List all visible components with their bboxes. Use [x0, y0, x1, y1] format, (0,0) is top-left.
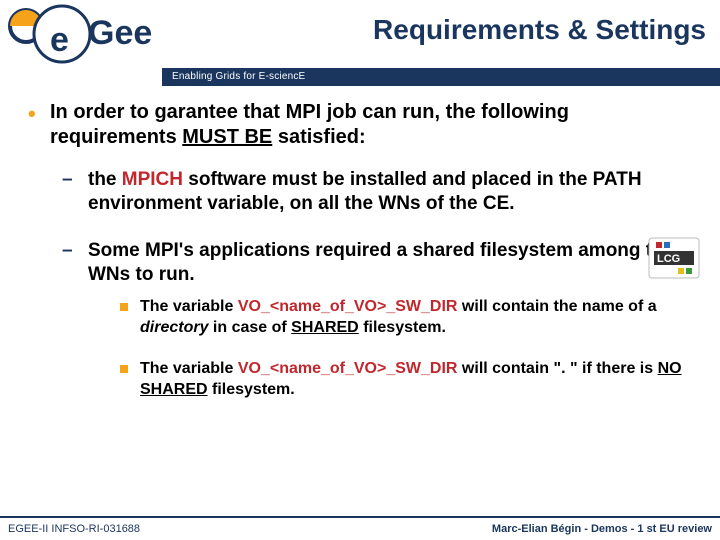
dash-2-text: Some MPI's applications required a share…: [88, 240, 674, 285]
sq2-a: The variable: [140, 360, 238, 377]
subtitle-strip: Enabling Grids for E-sciencE: [162, 68, 720, 86]
sq1-c: in case of: [213, 319, 291, 336]
dash-1: the MPICH software must be installed and…: [62, 168, 698, 217]
header: e Gee Requirements & Settings Enabling G…: [0, 0, 720, 86]
svg-text:e: e: [50, 21, 69, 59]
body: In order to garantee that MPI job can ru…: [28, 100, 698, 506]
square-1: The variable VO_<name_of_VO>_SW_DIR will…: [120, 297, 698, 339]
svg-text:LCG: LCG: [657, 253, 680, 265]
footer: EGEE-II INFSO-RI-031688 Marc-Elian Bégin…: [0, 516, 720, 540]
egee-logo: e Gee: [8, 4, 178, 66]
dash-2: Some MPI's applications required a share…: [62, 239, 698, 401]
sq2-b: will contain ". " if there is: [462, 360, 658, 377]
lcg-icon: LCG: [648, 237, 700, 281]
slide: e Gee Requirements & Settings Enabling G…: [0, 0, 720, 540]
bullet-main-t2: satisfied:: [278, 126, 366, 148]
bullet-main-u: MUST BE: [182, 126, 272, 148]
footer-right: Marc-Elian Bégin - Demos - 1 st EU revie…: [492, 523, 712, 535]
sq2-c: filesystem.: [212, 381, 295, 398]
sq2-red: VO_<name_of_VO>_SW_DIR: [238, 360, 458, 377]
sq1-red: VO_<name_of_VO>_SW_DIR: [238, 298, 458, 315]
bullet-main: In order to garantee that MPI job can ru…: [28, 100, 698, 400]
footer-left: EGEE-II INFSO-RI-031688: [8, 523, 140, 535]
sq1-a: The variable: [140, 298, 238, 315]
sq1-u: SHARED: [291, 319, 359, 336]
svg-text:Gee: Gee: [88, 14, 152, 52]
sq1-d: filesystem.: [363, 319, 446, 336]
sq1-i: directory: [140, 319, 208, 336]
dash-1-a: the: [88, 169, 122, 190]
dash-1-red: MPICH: [122, 169, 183, 190]
slide-title: Requirements & Settings: [373, 14, 706, 46]
square-2: The variable VO_<name_of_VO>_SW_DIR will…: [120, 359, 698, 401]
sq1-b: will contain the name of a: [462, 298, 657, 315]
